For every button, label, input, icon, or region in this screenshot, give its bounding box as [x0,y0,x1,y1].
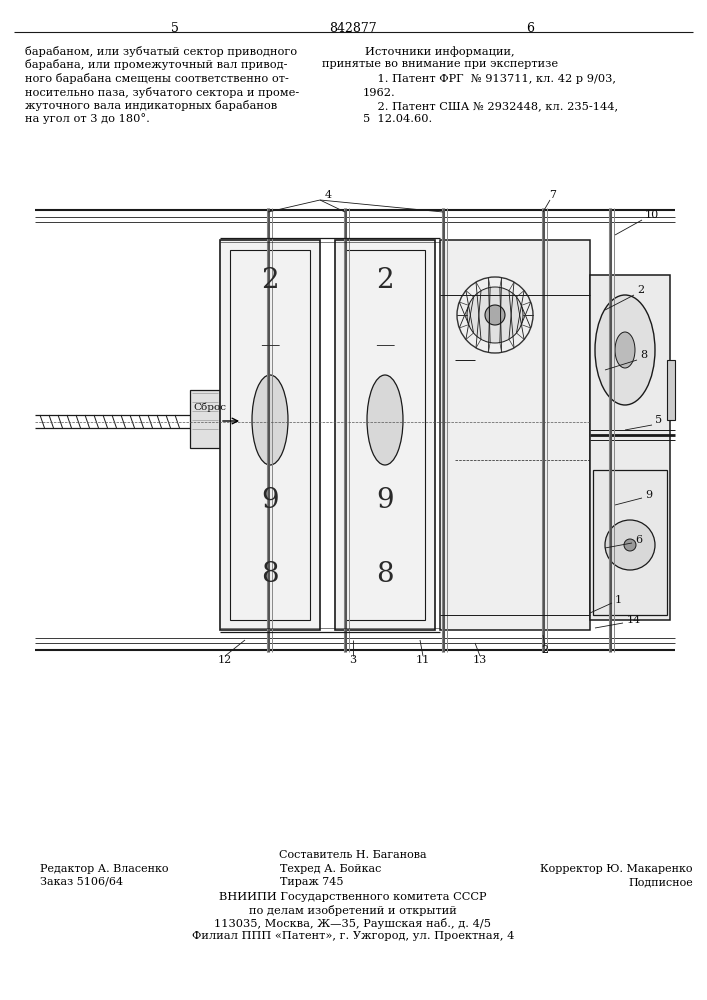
Ellipse shape [367,375,403,465]
Text: 2: 2 [542,645,549,655]
Text: 8: 8 [640,350,647,360]
Text: 6: 6 [526,22,534,35]
Text: 6: 6 [635,535,642,545]
Text: принятые во внимание при экспертизе: принятые во внимание при экспертизе [322,59,558,69]
Bar [440,240,590,630]
Text: Корректор Ю. Макаренко: Корректор Ю. Макаренко [540,864,693,874]
Text: 2: 2 [637,285,644,295]
Ellipse shape [467,287,523,343]
Text: —: — [375,336,395,354]
Text: 2. Патент США № 2932448, кл. 235-144,: 2. Патент США № 2932448, кл. 235-144, [363,101,618,111]
Text: 9: 9 [376,487,394,514]
Text: ВНИИПИ Государственного комитета СССР: ВНИИПИ Государственного комитета СССР [219,892,486,902]
Text: ного барабана смещены соответственно от-: ного барабана смещены соответственно от- [25,73,289,84]
Ellipse shape [624,539,636,551]
Text: 12: 12 [218,655,232,665]
Text: Источники информации,: Источники информации, [366,46,515,57]
Text: Сброс: Сброс [194,402,226,412]
Text: Тираж 745: Тираж 745 [280,877,344,887]
Text: 10: 10 [645,210,659,220]
Bar [230,250,310,620]
Text: 842877: 842877 [329,22,377,35]
Text: 2: 2 [376,266,394,294]
Bar [345,250,425,620]
Text: барабаном, или зубчатый сектор приводного: барабаном, или зубчатый сектор приводног… [25,46,297,57]
Text: 7: 7 [549,190,556,200]
Text: 1: 1 [615,595,622,605]
Text: 13: 13 [473,655,487,665]
Text: 5: 5 [171,22,179,35]
Ellipse shape [252,375,288,465]
Bar [667,360,675,420]
Text: Техред А. Бойкас: Техред А. Бойкас [280,864,381,874]
Text: 11: 11 [416,655,430,665]
Ellipse shape [605,520,655,570]
Text: 9: 9 [645,490,652,500]
Text: 1. Патент ФРГ  № 913711, кл. 42 р 9/03,: 1. Патент ФРГ № 913711, кл. 42 р 9/03, [363,74,616,84]
Text: Филиал ППП «Патент», г. Ужгород, ул. Проектная, 4: Филиал ППП «Патент», г. Ужгород, ул. Про… [192,931,514,941]
Text: 5: 5 [655,415,662,425]
Text: 9: 9 [261,487,279,514]
Text: по делам изобретений и открытий: по делам изобретений и открытий [249,905,457,916]
Text: Составитель Н. Баганова: Составитель Н. Баганова [279,850,427,860]
Text: жуточного вала индикаторных барабанов: жуточного вала индикаторных барабанов [25,100,277,111]
Text: 3: 3 [349,655,356,665]
Ellipse shape [595,295,655,405]
Text: 2: 2 [261,266,279,294]
Text: носительно паза, зубчатого сектора и проме-: носительно паза, зубчатого сектора и про… [25,87,299,98]
Bar [190,390,220,448]
Text: барабана, или промежуточный вал привод-: барабана, или промежуточный вал привод- [25,60,288,70]
Bar [590,275,670,620]
Text: Редактор А. Власенко: Редактор А. Власенко [40,864,168,874]
Text: 8: 8 [261,562,279,588]
Text: на угол от 3 до 180°.: на угол от 3 до 180°. [25,113,150,124]
Bar [335,240,435,630]
Bar [220,240,320,630]
Text: 5  12.04.60.: 5 12.04.60. [363,114,432,124]
Ellipse shape [615,332,635,368]
Bar [593,470,667,615]
Ellipse shape [485,305,505,325]
Text: 4: 4 [325,190,332,200]
Text: —: — [260,336,280,354]
Text: 1962.: 1962. [363,88,396,98]
Text: 113035, Москва, Ж—35, Раушская наб., д. 4/5: 113035, Москва, Ж—35, Раушская наб., д. … [214,918,491,929]
Text: Подписное: Подписное [629,877,693,887]
Text: Заказ 5106/64: Заказ 5106/64 [40,877,123,887]
Text: 14: 14 [627,615,641,625]
Text: 8: 8 [376,562,394,588]
